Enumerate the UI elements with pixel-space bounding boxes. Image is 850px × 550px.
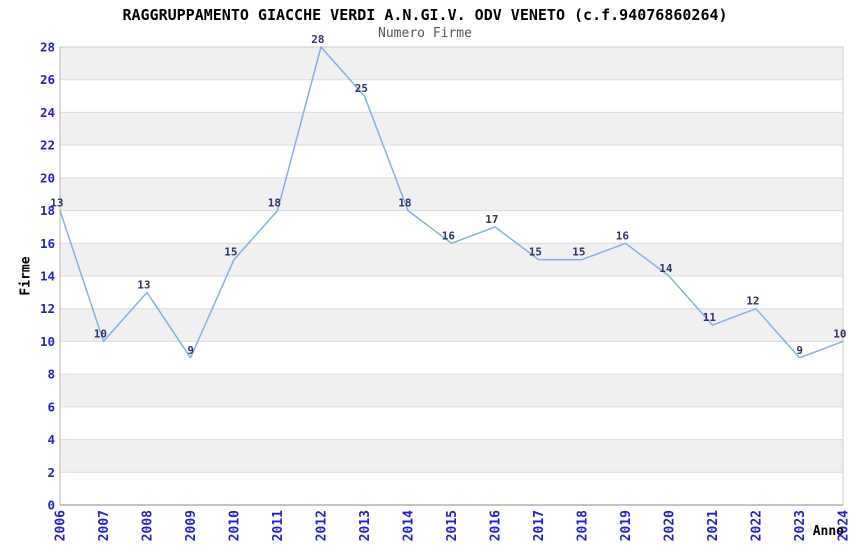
y-tick-label: 24 (40, 105, 55, 120)
grid-band (60, 374, 843, 407)
x-tick-label: 2017 (532, 510, 547, 541)
grid-band (60, 276, 843, 309)
y-tick-label: 6 (47, 399, 55, 414)
series-line (59, 46, 844, 359)
grid-band (60, 308, 843, 342)
grid-band (60, 472, 843, 505)
x-tick-label: 2013 (358, 510, 373, 541)
x-tick-label: 2007 (97, 510, 112, 541)
point-label: 12 (746, 295, 759, 308)
x-tick-label: 2022 (750, 510, 765, 541)
x-tick-label: 2023 (793, 510, 808, 541)
x-tick-label: 2012 (315, 510, 330, 541)
x-tick-label: 2016 (489, 510, 504, 541)
grid-band (60, 112, 843, 146)
y-tick-label: 14 (40, 269, 55, 284)
y-tick-label: 4 (47, 432, 55, 447)
point-label: 15 (529, 246, 542, 259)
x-tick-label: 2024 (837, 510, 850, 541)
point-label: 17 (485, 213, 498, 226)
x-tick-label: 2019 (619, 510, 634, 541)
x-tick-label: 2011 (271, 510, 286, 541)
point-label: 11 (703, 311, 717, 324)
x-tick-label: 2018 (576, 510, 591, 541)
point-label: 18 (268, 197, 281, 210)
point-label: 15 (224, 246, 237, 259)
y-tick-label: 8 (47, 367, 55, 382)
point-label: 18 (398, 197, 411, 210)
grid-band (60, 406, 843, 440)
chart-subtitle: Numero Firme (378, 26, 472, 41)
point-label: 15 (572, 246, 585, 259)
y-tick-label: 10 (40, 334, 55, 349)
grid-band (60, 177, 843, 211)
point-label: 9 (187, 344, 194, 357)
grid-band (60, 79, 843, 113)
x-tick-label: 2010 (228, 510, 243, 541)
y-tick-label: 12 (40, 301, 55, 316)
y-tick-label: 18 (40, 203, 55, 218)
x-tick-label: 2006 (54, 510, 69, 541)
grid-band (60, 341, 843, 375)
grid-band (60, 145, 843, 178)
point-label: 10 (94, 327, 107, 340)
x-tick-label: 2020 (663, 510, 678, 541)
point-label: 13 (137, 278, 150, 291)
point-label: 25 (355, 82, 368, 95)
y-tick-label: 0 (47, 498, 55, 513)
point-label: 14 (659, 262, 673, 275)
x-axis-title: Anno (812, 524, 844, 539)
y-tick-label: 20 (40, 170, 55, 185)
point-label: 10 (833, 327, 846, 340)
point-label: 13 (50, 197, 63, 210)
point-label: 16 (442, 229, 456, 242)
y-tick-label: 28 (40, 40, 55, 55)
grid-band (60, 210, 843, 244)
x-tick-label: 2015 (445, 510, 460, 541)
x-tick-label: 2014 (402, 510, 417, 541)
y-tick-label: 26 (40, 72, 55, 87)
x-tick-label: 2008 (141, 510, 156, 541)
point-label: 16 (616, 229, 630, 242)
y-axis-title: Firme (18, 256, 34, 296)
point-label: 9 (796, 344, 803, 357)
y-tick-label: 2 (47, 465, 55, 480)
grid-band (60, 47, 843, 80)
grid-band (60, 439, 843, 473)
y-tick-label: 22 (40, 138, 55, 153)
point-label: 28 (311, 33, 324, 46)
x-tick-label: 2009 (184, 510, 199, 541)
grid-band (60, 243, 843, 276)
y-tick-label: 16 (40, 236, 55, 251)
chart-title: RAGGRUPPAMENTO GIACCHE VERDI A.N.GI.V. O… (122, 6, 728, 24)
x-tick-label: 2021 (706, 510, 721, 541)
